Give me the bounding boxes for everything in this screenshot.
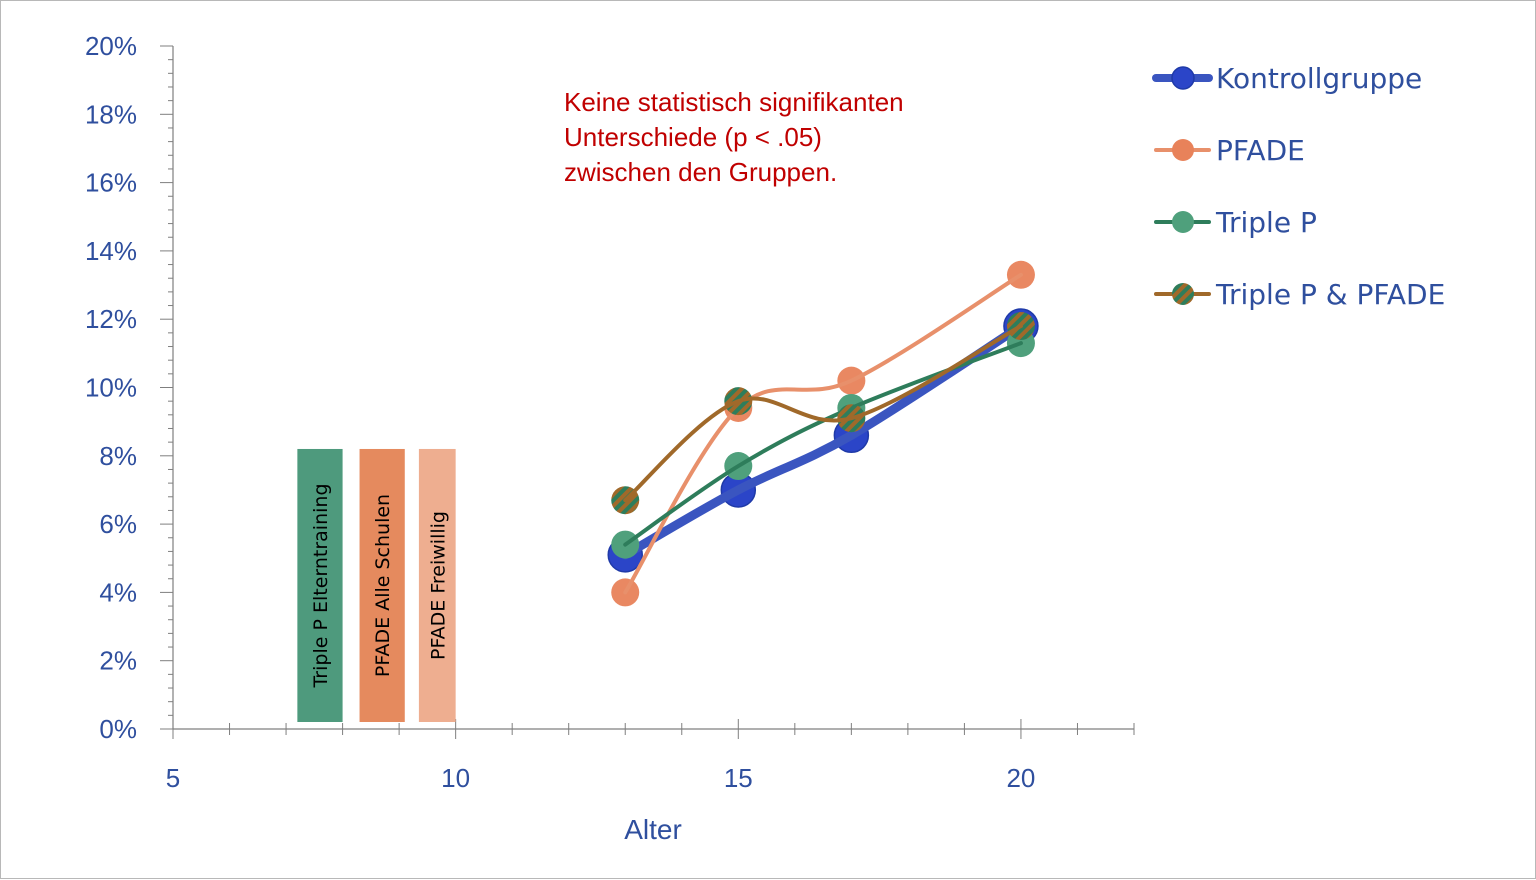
program-bar bbox=[418, 448, 456, 722]
y-tick-label: 2% bbox=[99, 646, 137, 676]
legend-swatch-marker bbox=[1171, 66, 1195, 90]
y-tick-label: 16% bbox=[85, 168, 137, 198]
y-tick-label: 6% bbox=[99, 509, 137, 539]
program-bar bbox=[359, 448, 405, 722]
y-tick-label: 18% bbox=[85, 99, 137, 129]
legend: Kontrollgruppe PFADE Triple P Triple P & PF… bbox=[1152, 62, 1445, 311]
series-line bbox=[623, 341, 1023, 547]
legend-swatch-marker bbox=[1172, 139, 1194, 161]
x-tick-label: 15 bbox=[724, 763, 753, 793]
legend-label: Kontrollgruppe bbox=[1216, 62, 1422, 95]
series-line bbox=[623, 324, 1023, 503]
legend-label: PFADE bbox=[1216, 134, 1305, 167]
x-tick-label: 20 bbox=[1006, 763, 1035, 793]
axes: 0% 2% 4% 6% 8% 10% 12% 14% 16% 18% 20% 5 10 15 20 bbox=[85, 31, 1135, 793]
y-tick-label: 4% bbox=[99, 577, 137, 607]
x-tick-label: 10 bbox=[441, 763, 470, 793]
annotation-line: zwischen den Gruppen. bbox=[564, 157, 837, 187]
legend-swatch-marker bbox=[1172, 283, 1194, 305]
annotation-line: Keine statistisch signifikanten bbox=[564, 87, 904, 117]
y-tick-label: 0% bbox=[99, 714, 137, 744]
program-bar-label: PFADE Freiwillig bbox=[427, 511, 449, 660]
annotation-line: Unterschiede (p < .05) bbox=[564, 122, 822, 152]
legend-swatch-marker bbox=[1172, 211, 1194, 233]
y-tick-label: 12% bbox=[85, 304, 137, 334]
series-line bbox=[623, 272, 1023, 595]
annotation-text: Keine statistisch signifikanten Unterschi… bbox=[564, 87, 904, 187]
program-bar-label: Triple P Elterntraining bbox=[310, 483, 332, 688]
legend-label: Triple P bbox=[1215, 206, 1317, 239]
program-bar-label: PFADE Alle Schulen bbox=[372, 494, 394, 677]
program-bars: Triple P Elterntraining PFADE Alle Schule… bbox=[297, 448, 456, 722]
y-tick-label: 20% bbox=[85, 31, 137, 61]
y-tick-label: 10% bbox=[85, 373, 137, 403]
y-tick-label: 14% bbox=[85, 236, 137, 266]
legend-label: Triple P & PFADE bbox=[1215, 278, 1445, 311]
series-group bbox=[607, 260, 1039, 607]
x-tick-label: 5 bbox=[166, 763, 180, 793]
program-bar bbox=[297, 448, 343, 722]
x-axis-title: Alter bbox=[624, 814, 682, 845]
y-tick-label: 8% bbox=[99, 441, 137, 471]
